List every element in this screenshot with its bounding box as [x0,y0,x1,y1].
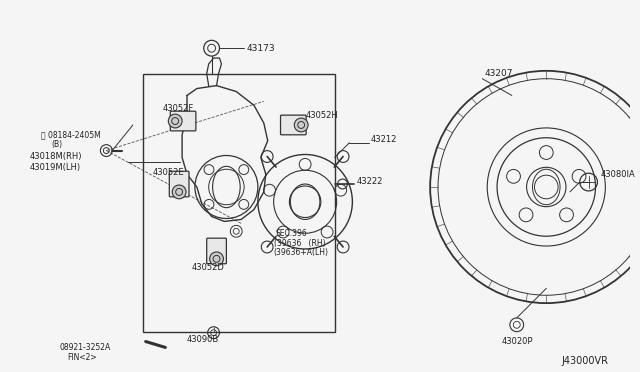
Circle shape [210,252,223,266]
Text: (39636   (RH): (39636 (RH) [274,238,325,248]
FancyBboxPatch shape [280,115,306,135]
Text: J43000VR: J43000VR [561,356,608,366]
Text: 43019M(LH): 43019M(LH) [29,163,81,172]
Text: 43090B: 43090B [187,335,220,344]
Text: 43020P: 43020P [502,337,534,346]
FancyBboxPatch shape [170,171,189,197]
Text: 08921-3252A: 08921-3252A [59,343,110,352]
Circle shape [168,114,182,128]
Text: 43207: 43207 [484,69,513,78]
Text: Ⓐ 08184-2405M: Ⓐ 08184-2405M [42,130,101,140]
Text: 43052H: 43052H [305,110,338,120]
Text: 43052E: 43052E [152,168,184,177]
Text: 43052F: 43052F [163,104,194,113]
Text: 43212: 43212 [371,135,397,144]
Text: 43173: 43173 [246,44,275,53]
Text: FIN<2>: FIN<2> [67,353,97,362]
Text: (39636+A(LH): (39636+A(LH) [274,248,328,257]
Text: SEC.396: SEC.396 [276,229,307,238]
Text: (B): (B) [51,140,62,149]
Text: 43222: 43222 [356,177,383,186]
Circle shape [294,118,308,132]
Bar [143,74,335,332]
Circle shape [172,185,186,199]
Text: 43052D: 43052D [192,263,225,272]
Text: 43018M(RH): 43018M(RH) [29,152,82,161]
FancyBboxPatch shape [207,238,227,264]
Text: 43080IA: 43080IA [600,170,635,179]
FancyBboxPatch shape [170,111,196,131]
